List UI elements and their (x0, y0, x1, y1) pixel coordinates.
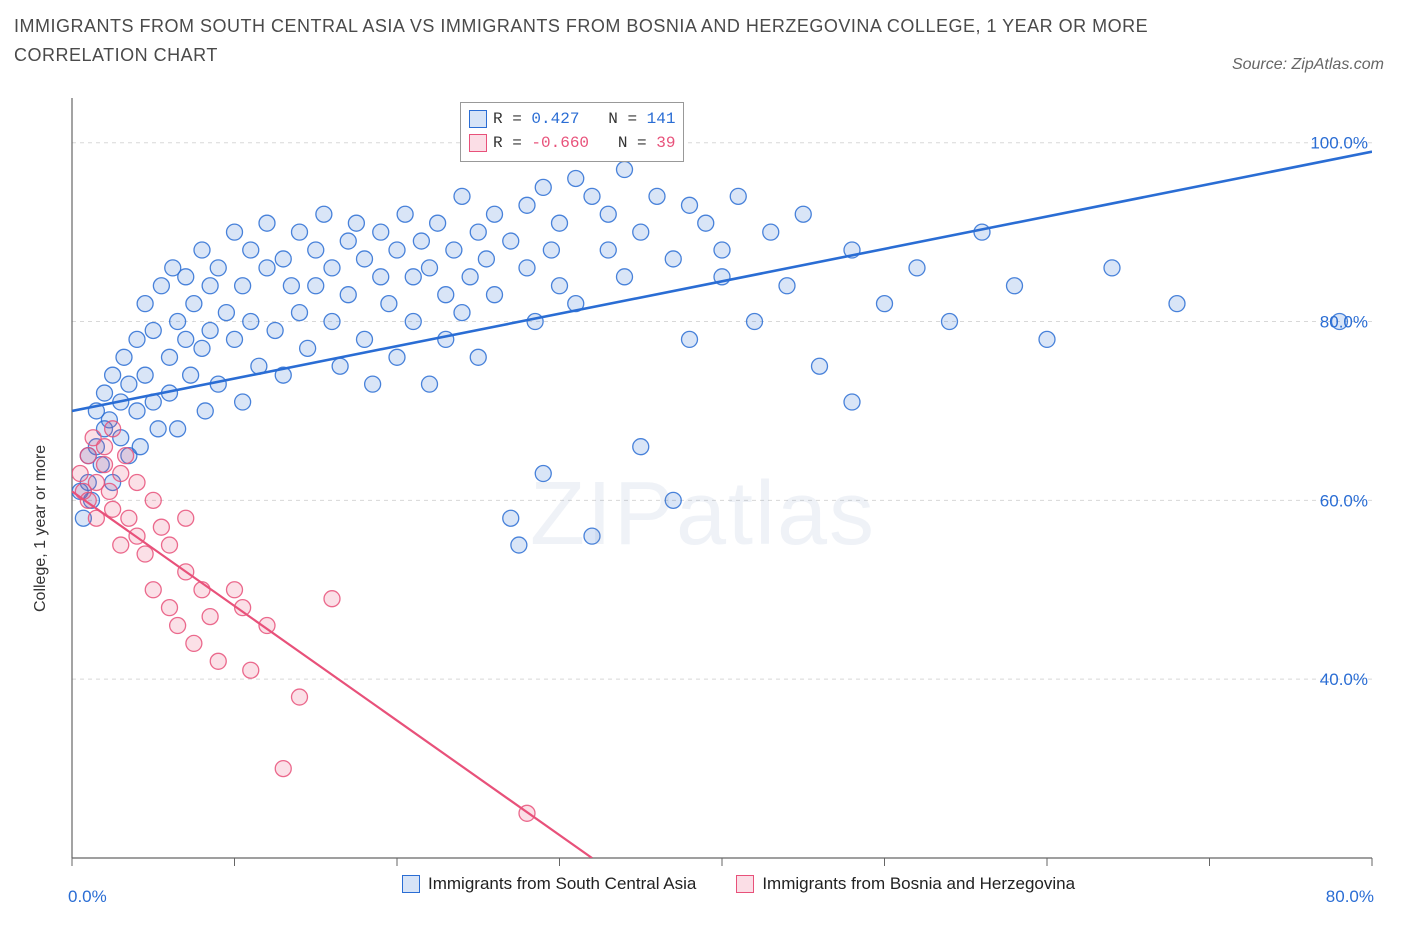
legend-stats-text: R = -0.660 N = 39 (493, 131, 675, 155)
svg-text:60.0%: 60.0% (1320, 491, 1368, 510)
svg-text:80.0%: 80.0% (1326, 887, 1374, 906)
bottom-legend-label: Immigrants from South Central Asia (428, 874, 696, 894)
source-label: Source: (1232, 56, 1292, 73)
scatter-chart-svg: 40.0%60.0%80.0%100.0%0.0%80.0% (14, 92, 1392, 916)
legend-swatch (402, 875, 420, 893)
chart-title-line2: CORRELATION CHART (14, 41, 1406, 70)
legend-swatch (736, 875, 754, 893)
stats-legend-box: R = 0.427 N = 141R = -0.660 N = 39 (460, 102, 684, 162)
bottom-legend-item: Immigrants from Bosnia and Herzegovina (736, 874, 1075, 894)
legend-swatch (469, 110, 487, 128)
chart-container: 40.0%60.0%80.0%100.0%0.0%80.0% ZIPatlas … (14, 92, 1392, 916)
svg-text:0.0%: 0.0% (68, 887, 107, 906)
y-axis-label: College, 1 year or more (32, 445, 50, 612)
svg-text:100.0%: 100.0% (1310, 134, 1368, 153)
series-legend: Immigrants from South Central Asia Immigr… (402, 874, 1075, 894)
source-name: ZipAtlas.com (1292, 56, 1384, 73)
svg-text:40.0%: 40.0% (1320, 670, 1368, 689)
stats-legend-row: R = 0.427 N = 141 (469, 107, 675, 131)
bottom-legend-label: Immigrants from Bosnia and Herzegovina (762, 874, 1075, 894)
stats-legend-row: R = -0.660 N = 39 (469, 131, 675, 155)
source-attribution: Source: ZipAtlas.com (1232, 56, 1384, 74)
legend-stats-text: R = 0.427 N = 141 (493, 107, 675, 131)
bottom-legend-item: Immigrants from South Central Asia (402, 874, 696, 894)
chart-title-line1: IMMIGRANTS FROM SOUTH CENTRAL ASIA VS IM… (14, 12, 1406, 41)
legend-swatch (469, 134, 487, 152)
